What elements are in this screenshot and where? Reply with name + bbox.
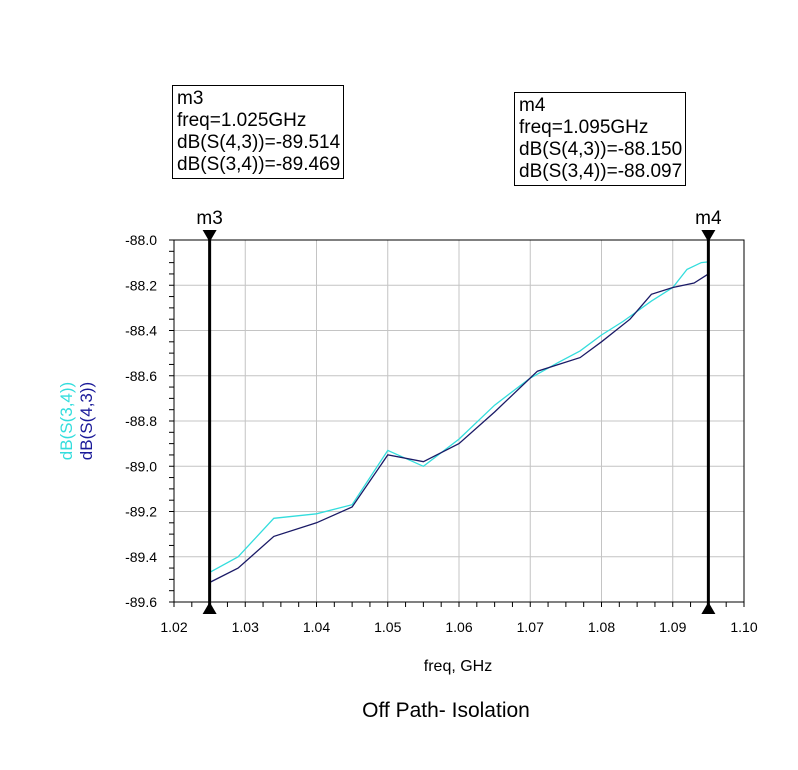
y-tick-label: -88.4 <box>125 323 157 339</box>
y-tick-label: -88.8 <box>125 413 157 429</box>
marker-m4-bottom-triangle <box>701 602 716 614</box>
marker-m3-s43: dB(S(4,3))=-89.514 <box>177 132 341 153</box>
x-tick-label: 1.08 <box>588 619 615 635</box>
x-tick-label: 1.06 <box>445 619 472 635</box>
x-tick-label: 1.09 <box>659 619 686 635</box>
series-layer <box>209 261 709 584</box>
y-tick-label: -89.4 <box>125 549 157 565</box>
marker-m4-s43: dB(S(4,3))=-88.150 <box>519 139 683 160</box>
marker-m3-freq: freq=1.025GHz <box>177 110 307 131</box>
tick-labels: 1.02 1.03 1.04 1.05 1.06 1.07 1.08 1.09 1.10 -88.… <box>125 232 758 635</box>
y-tick-label: -89.0 <box>125 458 157 474</box>
marker-m3-s34: dB(S(3,4))=-89.469 <box>177 154 341 175</box>
marker-m4-name: m4 <box>519 95 546 116</box>
marker-m3-label: m3 <box>196 208 222 229</box>
x-tick-label: 1.05 <box>374 619 401 635</box>
grid <box>169 239 745 607</box>
y-label-s43: dB(S(4,3)) <box>77 382 96 460</box>
y-tick-label: -88.0 <box>125 232 157 248</box>
marker-m4-top-triangle <box>701 230 716 242</box>
x-tick-label: 1.03 <box>232 619 259 635</box>
marker-m4-s34: dB(S(3,4))=-88.097 <box>519 161 683 182</box>
marker-layer: m3 m4 <box>196 208 722 614</box>
y-axis-labels: dB(S(3,4)) dB(S(4,3)) <box>57 382 96 460</box>
y-tick-label: -89.6 <box>125 594 157 610</box>
x-tick-label: 1.04 <box>303 619 330 635</box>
y-tick-label: -88.2 <box>125 277 157 293</box>
marker-m3-name: m3 <box>177 88 204 109</box>
plot-frame <box>173 239 745 603</box>
x-axis-label: freq, GHz <box>424 658 492 675</box>
marker-m3-top-triangle <box>202 230 217 242</box>
x-tick-label: 1.07 <box>517 619 544 635</box>
y-label-s34: dB(S(3,4)) <box>57 382 76 460</box>
y-tick-label: -88.6 <box>125 368 157 384</box>
x-tick-label: 1.02 <box>160 619 187 635</box>
y-tick-label: -89.2 <box>125 504 157 520</box>
x-tick-label: 1.10 <box>730 619 757 635</box>
marker-m4-freq: freq=1.095GHz <box>519 117 649 138</box>
chart-title: Off Path- Isolation <box>362 699 530 722</box>
series-line-s43 <box>209 273 709 584</box>
marker-m3-readout: m3 freq=1.025GHz dB(S(4,3))=-89.514 dB(S… <box>172 85 345 179</box>
marker-m3-bottom-triangle <box>202 602 217 614</box>
marker-m4-readout: m4 freq=1.095GHz dB(S(4,3))=-88.150 dB(S… <box>514 92 687 186</box>
marker-m4-label: m4 <box>695 208 722 229</box>
